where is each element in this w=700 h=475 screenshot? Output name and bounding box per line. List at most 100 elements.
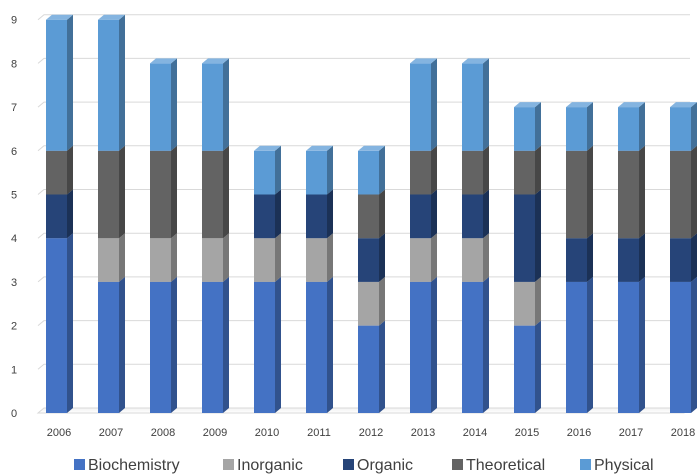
bar-side-face bbox=[67, 189, 73, 239]
legend-swatch bbox=[343, 459, 354, 470]
bar-segment-inorganic bbox=[306, 233, 333, 282]
bar-segment-physical bbox=[410, 58, 437, 151]
bar-segment-organic bbox=[670, 233, 697, 282]
bar-side-face bbox=[691, 145, 697, 239]
legend-swatch bbox=[452, 459, 463, 470]
bar-front-face bbox=[358, 281, 379, 326]
bar-side-face bbox=[67, 145, 73, 195]
bar-side-face bbox=[483, 58, 489, 151]
legend-label: Inorganic bbox=[237, 457, 303, 474]
bar-segment-biochemistry bbox=[514, 320, 541, 413]
bar-stack bbox=[254, 145, 281, 413]
bar-segment-organic bbox=[514, 189, 541, 282]
y-tick-label: 1 bbox=[11, 364, 17, 376]
bar-top-face bbox=[150, 58, 177, 64]
bar-top-face bbox=[618, 102, 645, 108]
bar-side-face bbox=[639, 276, 645, 413]
bar-segment-theoretical bbox=[410, 145, 437, 195]
bar-side-face bbox=[535, 102, 541, 151]
legend-swatch bbox=[580, 459, 591, 470]
legend-label: Biochemistry bbox=[88, 457, 180, 474]
bar-front-face bbox=[462, 238, 483, 282]
bar-stack bbox=[306, 145, 333, 413]
bar-top-face bbox=[254, 145, 281, 151]
bar-segment-organic bbox=[306, 189, 333, 239]
bar-stack bbox=[46, 14, 73, 413]
bar-front-face bbox=[410, 150, 431, 195]
bar-side-face bbox=[327, 276, 333, 413]
bar-side-face bbox=[379, 145, 385, 195]
gridline bbox=[37, 57, 690, 64]
legend-item-inorganic: Inorganic bbox=[223, 457, 303, 474]
bar-side-face bbox=[275, 145, 281, 195]
bar-top-face bbox=[358, 145, 385, 151]
bar-top-face bbox=[306, 145, 333, 151]
bar-segment-physical bbox=[358, 145, 385, 195]
y-tick-label: 9 bbox=[11, 15, 17, 27]
bar-stack bbox=[514, 102, 541, 413]
bar-front-face bbox=[98, 150, 119, 239]
bar-segment-theoretical bbox=[618, 145, 645, 239]
bar-side-face bbox=[483, 276, 489, 413]
y-tick-label: 8 bbox=[11, 58, 17, 70]
bar-side-face bbox=[483, 233, 489, 282]
bar-front-face bbox=[150, 63, 171, 151]
x-tick-label: 2008 bbox=[151, 427, 175, 439]
bar-segment-inorganic bbox=[410, 233, 437, 282]
bar-front-face bbox=[254, 150, 275, 195]
bar-side-face bbox=[639, 233, 645, 282]
bar-front-face bbox=[306, 194, 327, 239]
x-tick-label: 2006 bbox=[47, 427, 71, 439]
bar-front-face bbox=[670, 150, 691, 239]
y-tick-label: 0 bbox=[11, 408, 17, 420]
bar-front-face bbox=[618, 281, 639, 413]
legend-item-organic: Organic bbox=[343, 457, 413, 474]
bar-front-face bbox=[566, 281, 587, 413]
legend-label: Organic bbox=[357, 457, 413, 474]
bar-front-face bbox=[514, 150, 535, 195]
bar-segment-theoretical bbox=[462, 145, 489, 195]
bar-front-face bbox=[618, 150, 639, 239]
x-tick-label: 2017 bbox=[619, 427, 643, 439]
bar-side-face bbox=[431, 145, 437, 195]
bar-side-face bbox=[639, 102, 645, 151]
bar-top-face bbox=[46, 14, 73, 20]
bar-front-face bbox=[254, 238, 275, 282]
bar-front-face bbox=[358, 238, 379, 282]
bar-segment-inorganic bbox=[98, 233, 125, 282]
bar-segment-theoretical bbox=[566, 145, 593, 239]
bar-segment-theoretical bbox=[46, 145, 73, 195]
x-tick-label: 2018 bbox=[671, 427, 695, 439]
bar-side-face bbox=[483, 189, 489, 239]
bar-side-face bbox=[535, 189, 541, 282]
bar-front-face bbox=[202, 281, 223, 413]
bar-segment-biochemistry bbox=[98, 276, 125, 413]
bar-top-face bbox=[462, 58, 489, 64]
bar-side-face bbox=[379, 276, 385, 326]
bar-stack bbox=[618, 102, 645, 413]
bar-segment-inorganic bbox=[254, 233, 281, 282]
x-tick-label: 2012 bbox=[359, 427, 383, 439]
bar-segment-theoretical bbox=[202, 145, 229, 239]
bar-side-face bbox=[639, 145, 645, 239]
bar-front-face bbox=[670, 107, 691, 151]
bar-top-face bbox=[98, 14, 125, 20]
bar-front-face bbox=[618, 238, 639, 282]
bar-side-face bbox=[431, 276, 437, 413]
bar-side-face bbox=[691, 102, 697, 151]
bar-front-face bbox=[566, 238, 587, 282]
bar-front-face bbox=[514, 107, 535, 151]
bar-front-face bbox=[670, 238, 691, 282]
bar-top-face bbox=[202, 58, 229, 64]
bar-top-face bbox=[670, 102, 697, 108]
bar-segment-inorganic bbox=[514, 276, 541, 326]
bar-side-face bbox=[431, 58, 437, 151]
bar-segment-theoretical bbox=[150, 145, 177, 239]
legend-item-biochemistry: Biochemistry bbox=[74, 457, 180, 474]
bar-segment-theoretical bbox=[98, 145, 125, 239]
bar-stack bbox=[410, 58, 437, 413]
bar-side-face bbox=[119, 145, 125, 239]
y-tick-label: 5 bbox=[11, 190, 17, 202]
legend-item-theoretical: Theoretical bbox=[452, 457, 545, 474]
y-tick-label: 3 bbox=[11, 277, 17, 289]
